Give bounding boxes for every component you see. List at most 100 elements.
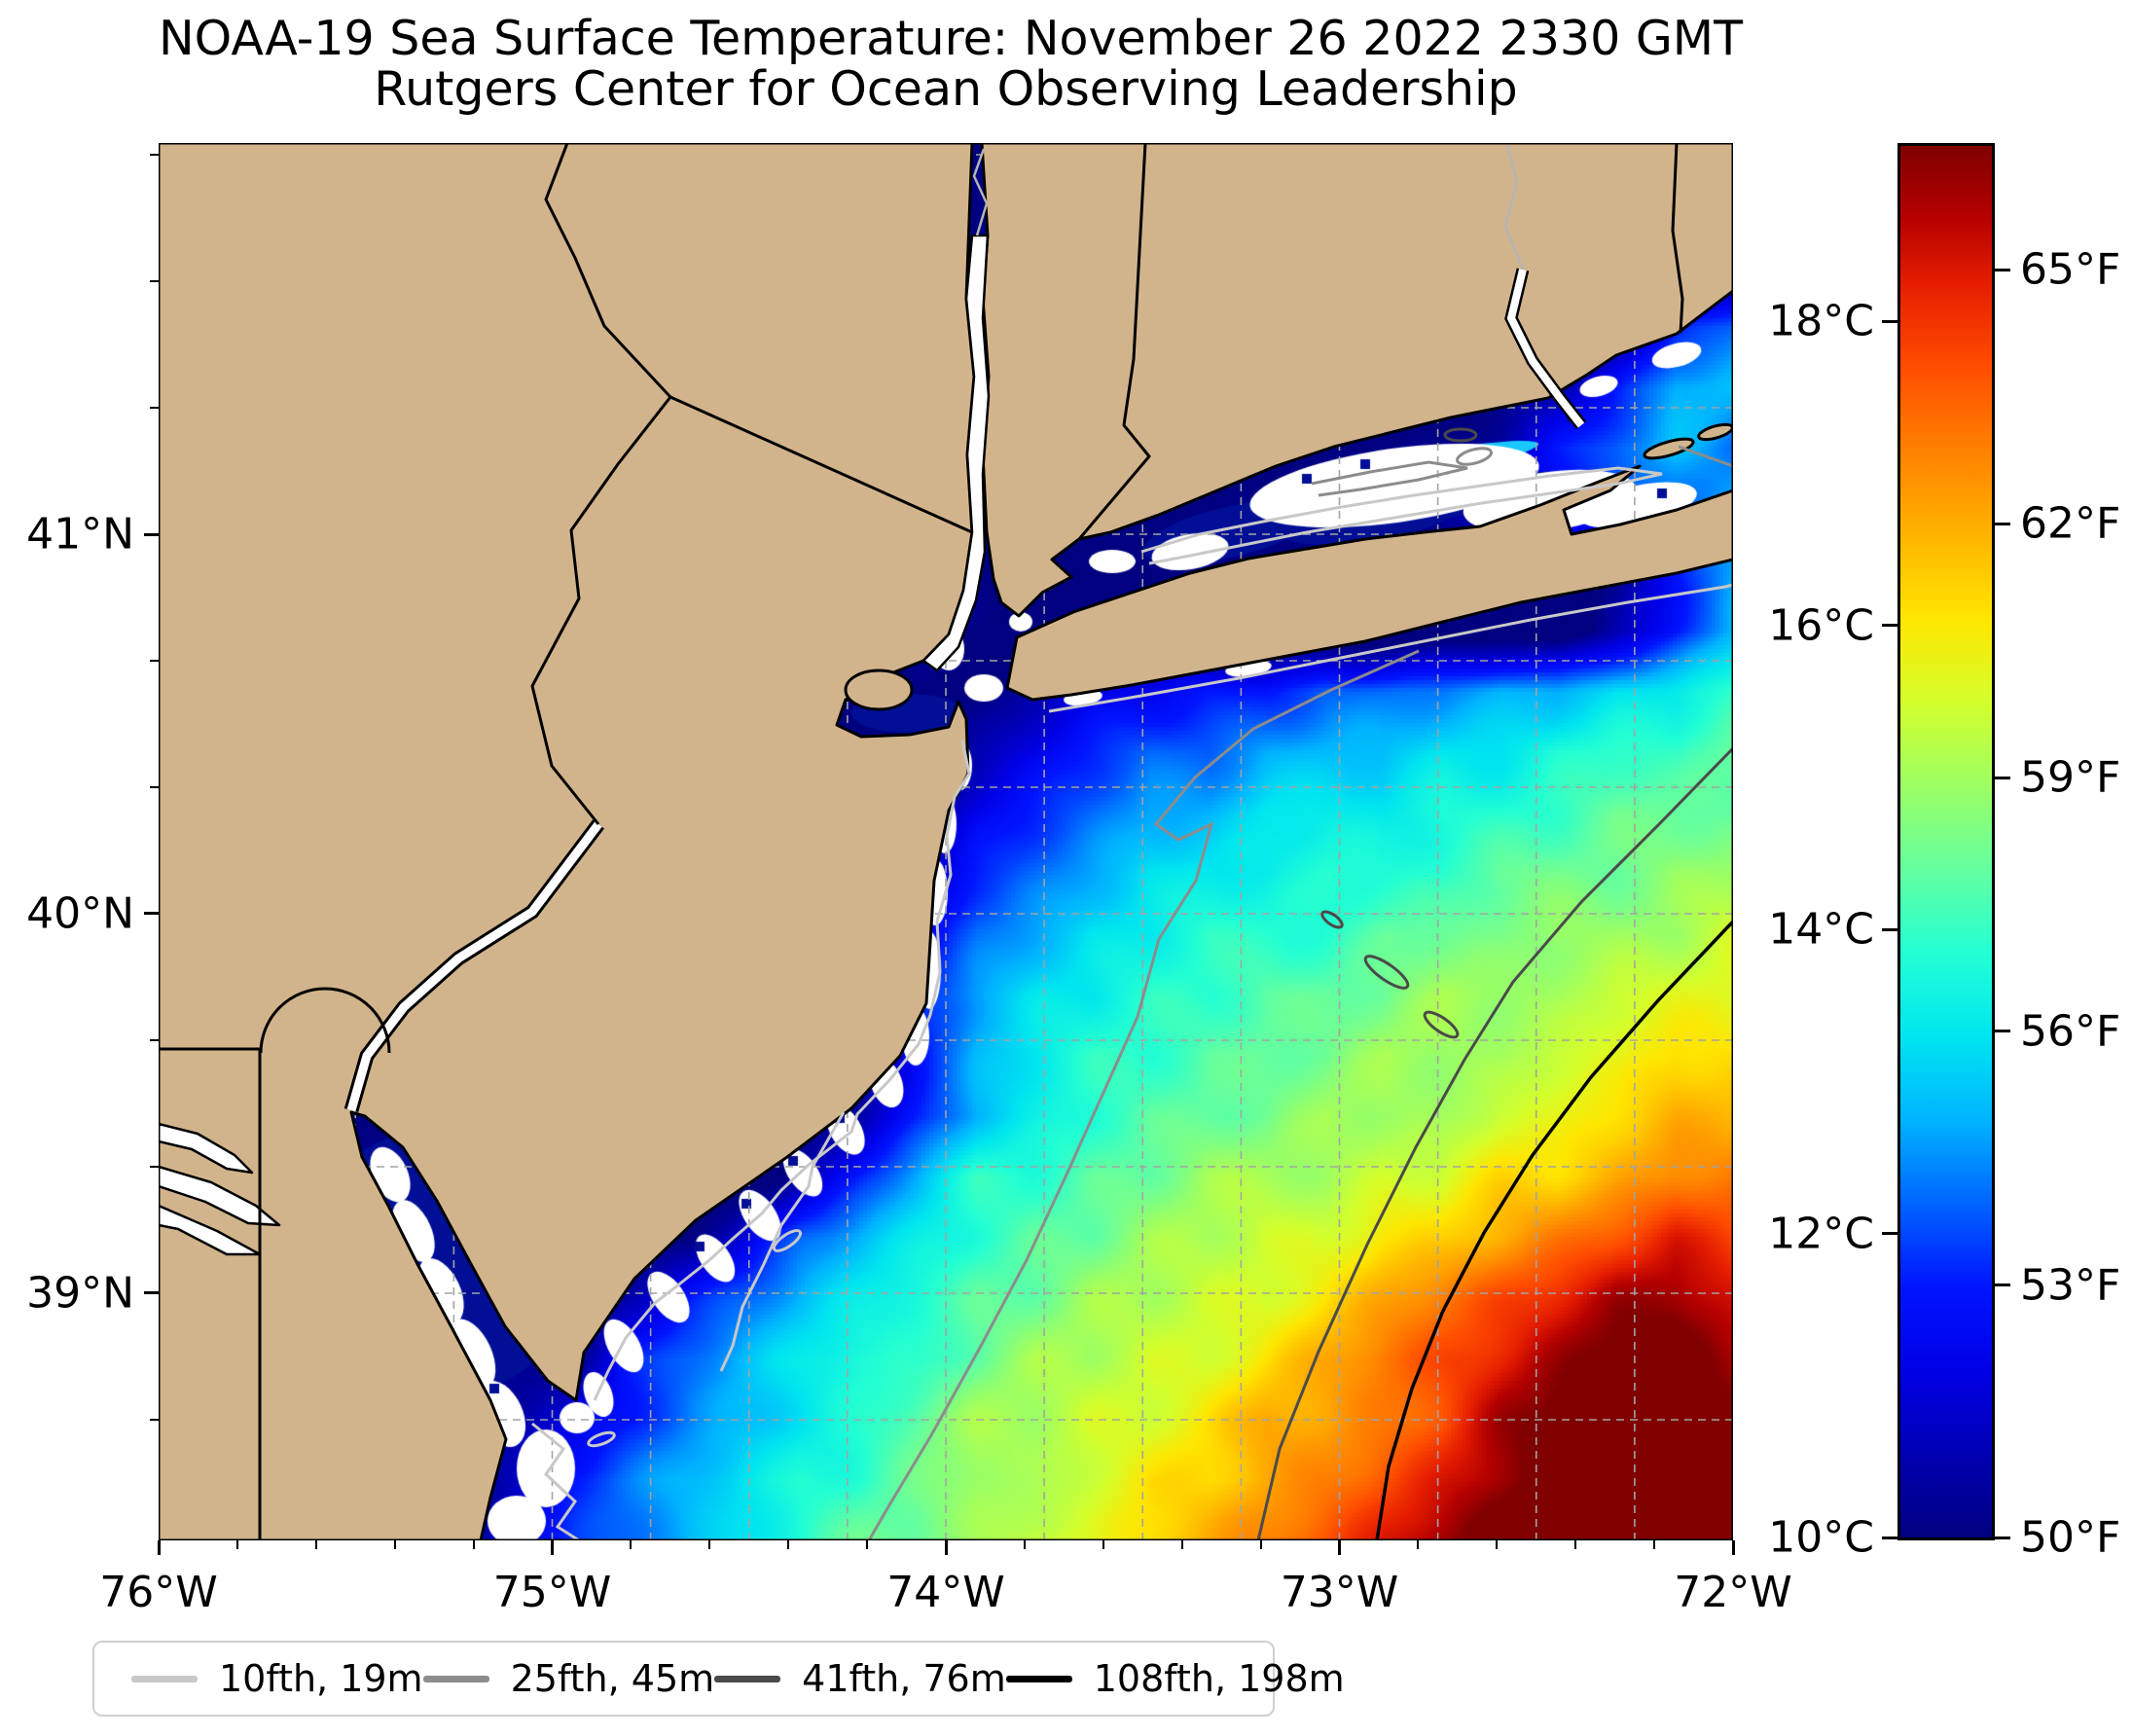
axis-tick [150, 660, 159, 662]
axis-tick [472, 1540, 475, 1549]
legend-item: 10fth, 19m [131, 1657, 423, 1700]
y-tick-label: 39°N [26, 1268, 134, 1319]
page-title: NOAA-19 Sea Surface Temperature: Novembe… [159, 11, 1744, 66]
colorbar-label-fahrenheit: 53°F [2020, 1260, 2121, 1311]
hudson-river-upper [972, 148, 989, 236]
contours-10fth [531, 466, 1733, 1540]
contour-10fth [531, 1422, 580, 1540]
colorbar-tick-c [1882, 1536, 1897, 1539]
border-nj-ny [669, 395, 973, 534]
axis-tick [150, 407, 159, 409]
legend-item: 41fth, 76m [714, 1657, 1006, 1700]
legend-label: 41fth, 76m [802, 1657, 1006, 1700]
axis-tick [144, 1291, 159, 1295]
contour-41fth [1256, 746, 1733, 1540]
colorbar-tick-c [1882, 1232, 1897, 1236]
axis-tick [866, 1540, 869, 1549]
colorbar-tick-f [1995, 776, 2010, 779]
colorbar-tick-c [1882, 927, 1897, 931]
map-plot [159, 143, 1733, 1540]
axis-tick [1574, 1540, 1577, 1549]
contour-10fth [772, 1229, 803, 1252]
colorbar-label-fahrenheit: 56°F [2020, 1006, 2121, 1057]
contour-41fth [1443, 427, 1478, 443]
axis-tick [235, 1540, 238, 1549]
contour-41fth [1423, 1010, 1460, 1039]
x-tick-label: 73°W [1280, 1568, 1399, 1617]
colorbar-label-fahrenheit: 50°F [2020, 1512, 2121, 1563]
land-long-island [1005, 464, 1733, 702]
axis-tick [1259, 1540, 1262, 1549]
legend-item: 108fth, 198m [1005, 1657, 1345, 1700]
hudson-river-channel [921, 234, 991, 672]
delaware-river-lower [346, 821, 602, 1112]
axis-tick [1102, 1540, 1104, 1549]
bathymetry-legend: 10fth, 19m 25fth, 45m 41fth, 76m 108fth, 19… [92, 1641, 1345, 1717]
contour-25fth [1678, 445, 1733, 468]
fishers-island [1643, 437, 1695, 460]
estuary-creek [159, 1204, 262, 1256]
estuary-creek [159, 1122, 254, 1175]
border-ny-ct [1077, 143, 1151, 540]
connecticut-river-upper [1503, 144, 1525, 271]
contour-108fth [1375, 920, 1733, 1540]
connecticut-river-lower [1506, 269, 1585, 428]
contour-10fth [593, 740, 971, 1401]
axis-tick [150, 154, 159, 156]
estuary-creek [159, 1165, 281, 1227]
axis-tick [314, 1540, 317, 1549]
land-mainland-east [980, 143, 1733, 618]
contour-10fth [719, 1111, 846, 1372]
axis-tick [1417, 1540, 1420, 1549]
y-tick-label: 41°N [26, 509, 134, 560]
axis-tick [1496, 1540, 1499, 1549]
axis-tick [551, 1540, 554, 1555]
map-overlay [159, 143, 1733, 1540]
contours-108fth [1375, 920, 1733, 1540]
legend-label: 108fth, 198m [1093, 1657, 1345, 1700]
river-layer [343, 144, 1587, 1113]
axis-tick [1023, 1540, 1026, 1549]
border-delaware-upper [544, 143, 672, 399]
axis-tick [150, 1166, 159, 1168]
contour-41fth [1320, 910, 1344, 929]
contour-10fth [1048, 583, 1733, 713]
colorbar [1897, 143, 1995, 1540]
axis-tick [708, 1540, 711, 1549]
colorbar-label-celsius: 10°C [1768, 1512, 1874, 1563]
colorbar-tick-c [1882, 624, 1897, 628]
legend-item: 25fth, 45m [422, 1657, 715, 1700]
legend-label: 25fth, 45m [510, 1657, 715, 1700]
colorbar-label-celsius: 18°C [1768, 296, 1874, 346]
axis-tick [1338, 1540, 1341, 1555]
x-tick-label: 74°W [886, 1568, 1005, 1617]
x-tick-label: 72°W [1674, 1568, 1792, 1617]
axis-tick [150, 280, 159, 282]
page-subtitle: Rutgers Center for Ocean Observing Leade… [374, 61, 1518, 117]
legend-line-swatch [422, 1675, 489, 1682]
border-delaware-mid [530, 396, 672, 825]
x-tick-label: 76°W [99, 1568, 218, 1617]
legend-line-swatch [131, 1675, 198, 1682]
border-ct-ri [1671, 143, 1684, 334]
chesapeake-estuaries [159, 1122, 281, 1256]
axis-tick [630, 1540, 632, 1549]
contour-25fth [1456, 447, 1493, 466]
colorbar-tick-c [1882, 319, 1897, 323]
colorbar-tick-f [1995, 522, 2010, 525]
axis-tick [144, 532, 159, 536]
axis-tick [150, 1419, 159, 1421]
contours-25fth [867, 445, 1733, 1540]
legend-line-swatch [1005, 1675, 1072, 1682]
colorbar-label-fahrenheit: 62°F [2020, 498, 2121, 549]
axis-tick [157, 1540, 161, 1555]
x-tick-label: 75°W [492, 1568, 612, 1617]
axis-tick [393, 1540, 396, 1549]
colorbar-label-fahrenheit: 59°F [2020, 752, 2121, 803]
border-de-pa-arc [259, 987, 391, 1054]
axis-tick [787, 1540, 790, 1549]
axis-tick [144, 912, 159, 916]
state-borders [159, 143, 1684, 1540]
contours-41fth [1256, 427, 1733, 1540]
